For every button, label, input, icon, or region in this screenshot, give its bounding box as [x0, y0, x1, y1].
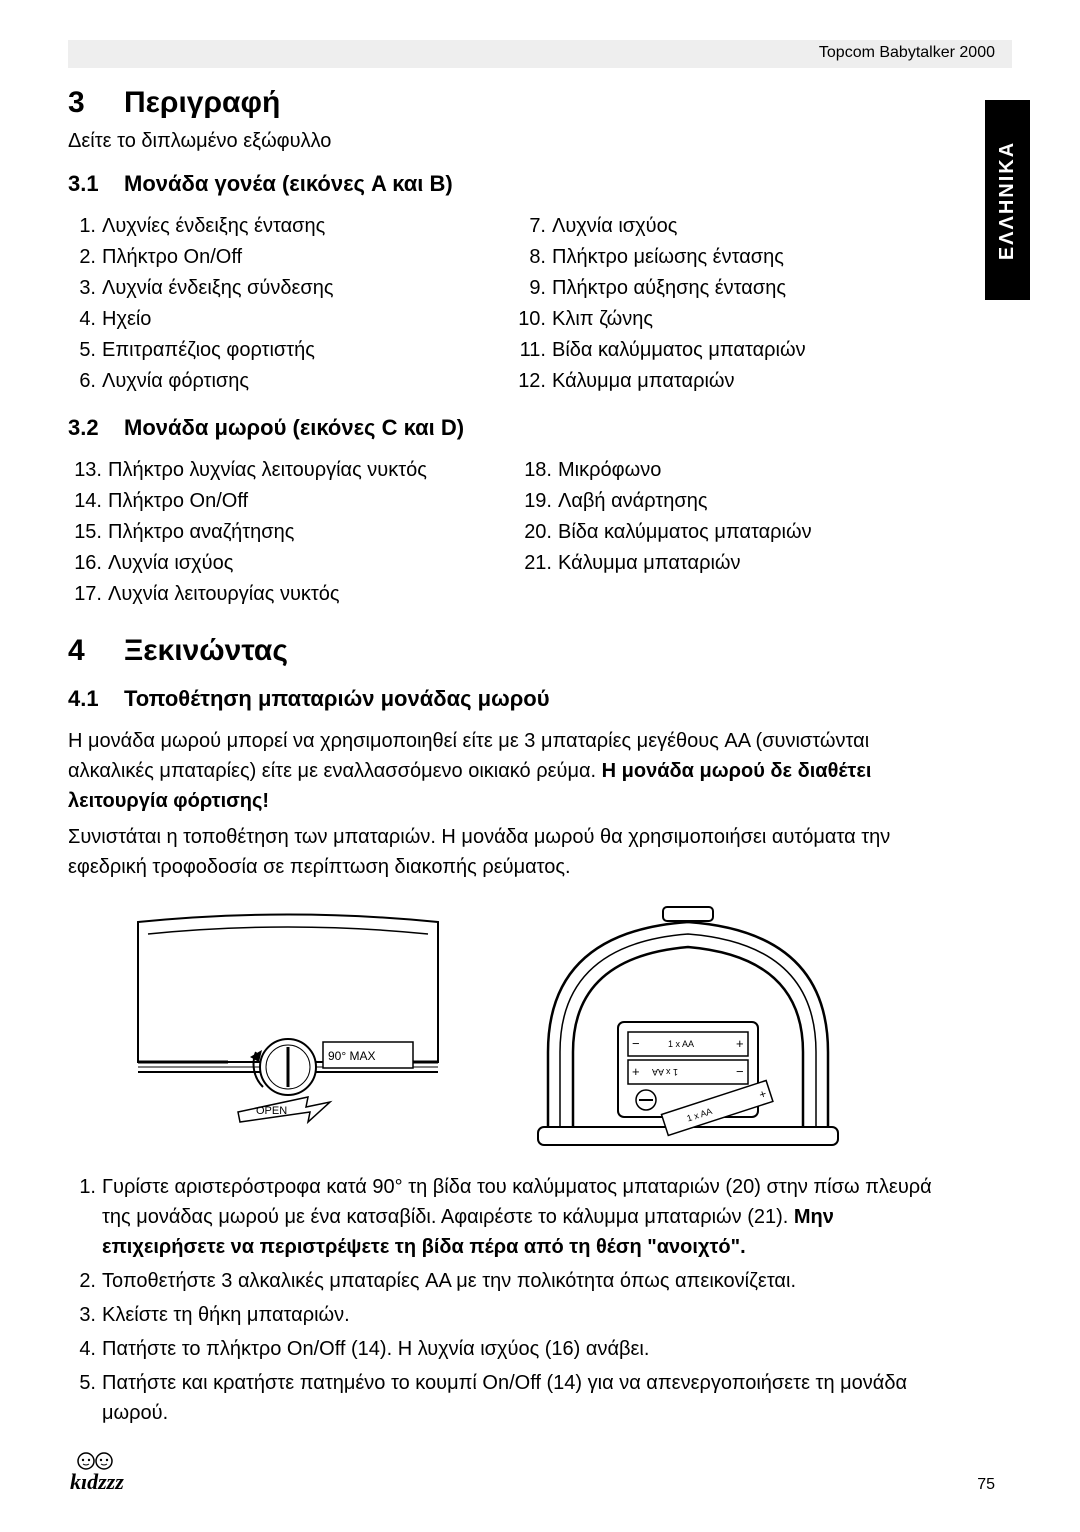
list-item: 8.Πλήκτρο μείωσης έντασης: [518, 242, 948, 273]
list-item: 7.Λυχνία ισχύος: [518, 211, 948, 242]
section-4-1-p1: Η μονάδα μωρού μπορεί να χρησιμοποιηθεί …: [68, 726, 948, 816]
figure-batteries: − 1 x AA + + 1 x AA − 1 x AA +: [518, 902, 858, 1152]
list-item: 12.Κάλυμμα μπαταριών: [518, 366, 948, 397]
section-4-heading: 4Ξεκινώντας: [68, 634, 948, 668]
svg-text:90° MAX: 90° MAX: [328, 1049, 375, 1063]
step-item: 4.Πατήστε το πλήκτρο On/Off (14). Η λυχν…: [68, 1334, 948, 1364]
list-item: 1.Λυχνίες ένδειξης έντασης: [68, 211, 498, 242]
svg-text:+: +: [632, 1064, 640, 1079]
figure-screw: 90° MAX OPEN: [128, 912, 448, 1142]
list-item: 2.Πλήκτρο On/Off: [68, 242, 498, 273]
section-3-intro: Δείτε το διπλωμένο εξώφυλλο: [68, 130, 948, 153]
section-3-2-heading: 3.2Μονάδα μωρού (εικόνες C και D): [68, 415, 948, 441]
logo: kıdzzz: [68, 1447, 138, 1502]
section-3-1-heading: 3.1Μονάδα γονέα (εικόνες A και B): [68, 171, 948, 197]
list-item: 15.Πλήκτρο αναζήτησης: [68, 517, 498, 548]
list-item: 4.Ηχείο: [68, 304, 498, 335]
list-item: 18.Μικρόφωνο: [518, 455, 948, 486]
step-item: 1.Γυρίστε αριστερόστροφα κατά 90° τη βίδ…: [68, 1172, 948, 1262]
section-3-heading: 3Περιγραφή: [68, 86, 948, 120]
list-item: 9.Πλήκτρο αύξησης έντασης: [518, 273, 948, 304]
header-product: Topcom Babytalker 2000: [819, 44, 995, 62]
list-item: 17.Λυχνία λειτουργίας νυκτός: [68, 579, 498, 610]
section-4-1-heading: 4.1Τοποθέτηση μπαταριών μονάδας μωρού: [68, 686, 948, 712]
page-number: 75: [977, 1476, 995, 1494]
list-item: 5.Επιτραπέζιος φορτιστής: [68, 335, 498, 366]
section-4-1-p2: Συνιστάται η τοποθέτηση των μπαταριών. Η…: [68, 822, 948, 882]
svg-text:1 x AA: 1 x AA: [668, 1039, 694, 1049]
svg-text:−: −: [632, 1036, 640, 1051]
step-item: 3.Κλείστε τη θήκη μπαταριών.: [68, 1300, 948, 1330]
list-item: 3.Λυχνία ένδειξης σύνδεσης: [68, 273, 498, 304]
svg-text:OPEN: OPEN: [256, 1105, 287, 1117]
step-item: 5.Πατήστε και κρατήστε πατημένο το κουμπ…: [68, 1368, 948, 1428]
list-item: 21.Κάλυμμα μπαταριών: [518, 548, 948, 579]
list-item: 14.Πλήκτρο On/Off: [68, 486, 498, 517]
svg-text:+: +: [736, 1036, 744, 1051]
svg-text:1 x AA: 1 x AA: [652, 1067, 678, 1077]
list-item: 13.Πλήκτρο λυχνίας λειτουργίας νυκτός: [68, 455, 498, 486]
list-item: 20.Βίδα καλύμματος μπαταριών: [518, 517, 948, 548]
list-item: 19.Λαβή ανάρτησης: [518, 486, 948, 517]
list-item: 6.Λυχνία φόρτισης: [68, 366, 498, 397]
list-item: 16.Λυχνία ισχύος: [68, 548, 498, 579]
svg-text:−: −: [736, 1064, 744, 1079]
list-item: 10.Κλιπ ζώνης: [518, 304, 948, 335]
list-item: 11.Βίδα καλύμματος μπαταριών: [518, 335, 948, 366]
language-tab: ΕΛΛΗΝΙΚΑ: [985, 100, 1030, 300]
svg-text:kıdzzz: kıdzzz: [70, 1469, 124, 1494]
step-item: 2.Τοποθετήστε 3 αλκαλικές μπαταρίες AA μ…: [68, 1266, 948, 1296]
